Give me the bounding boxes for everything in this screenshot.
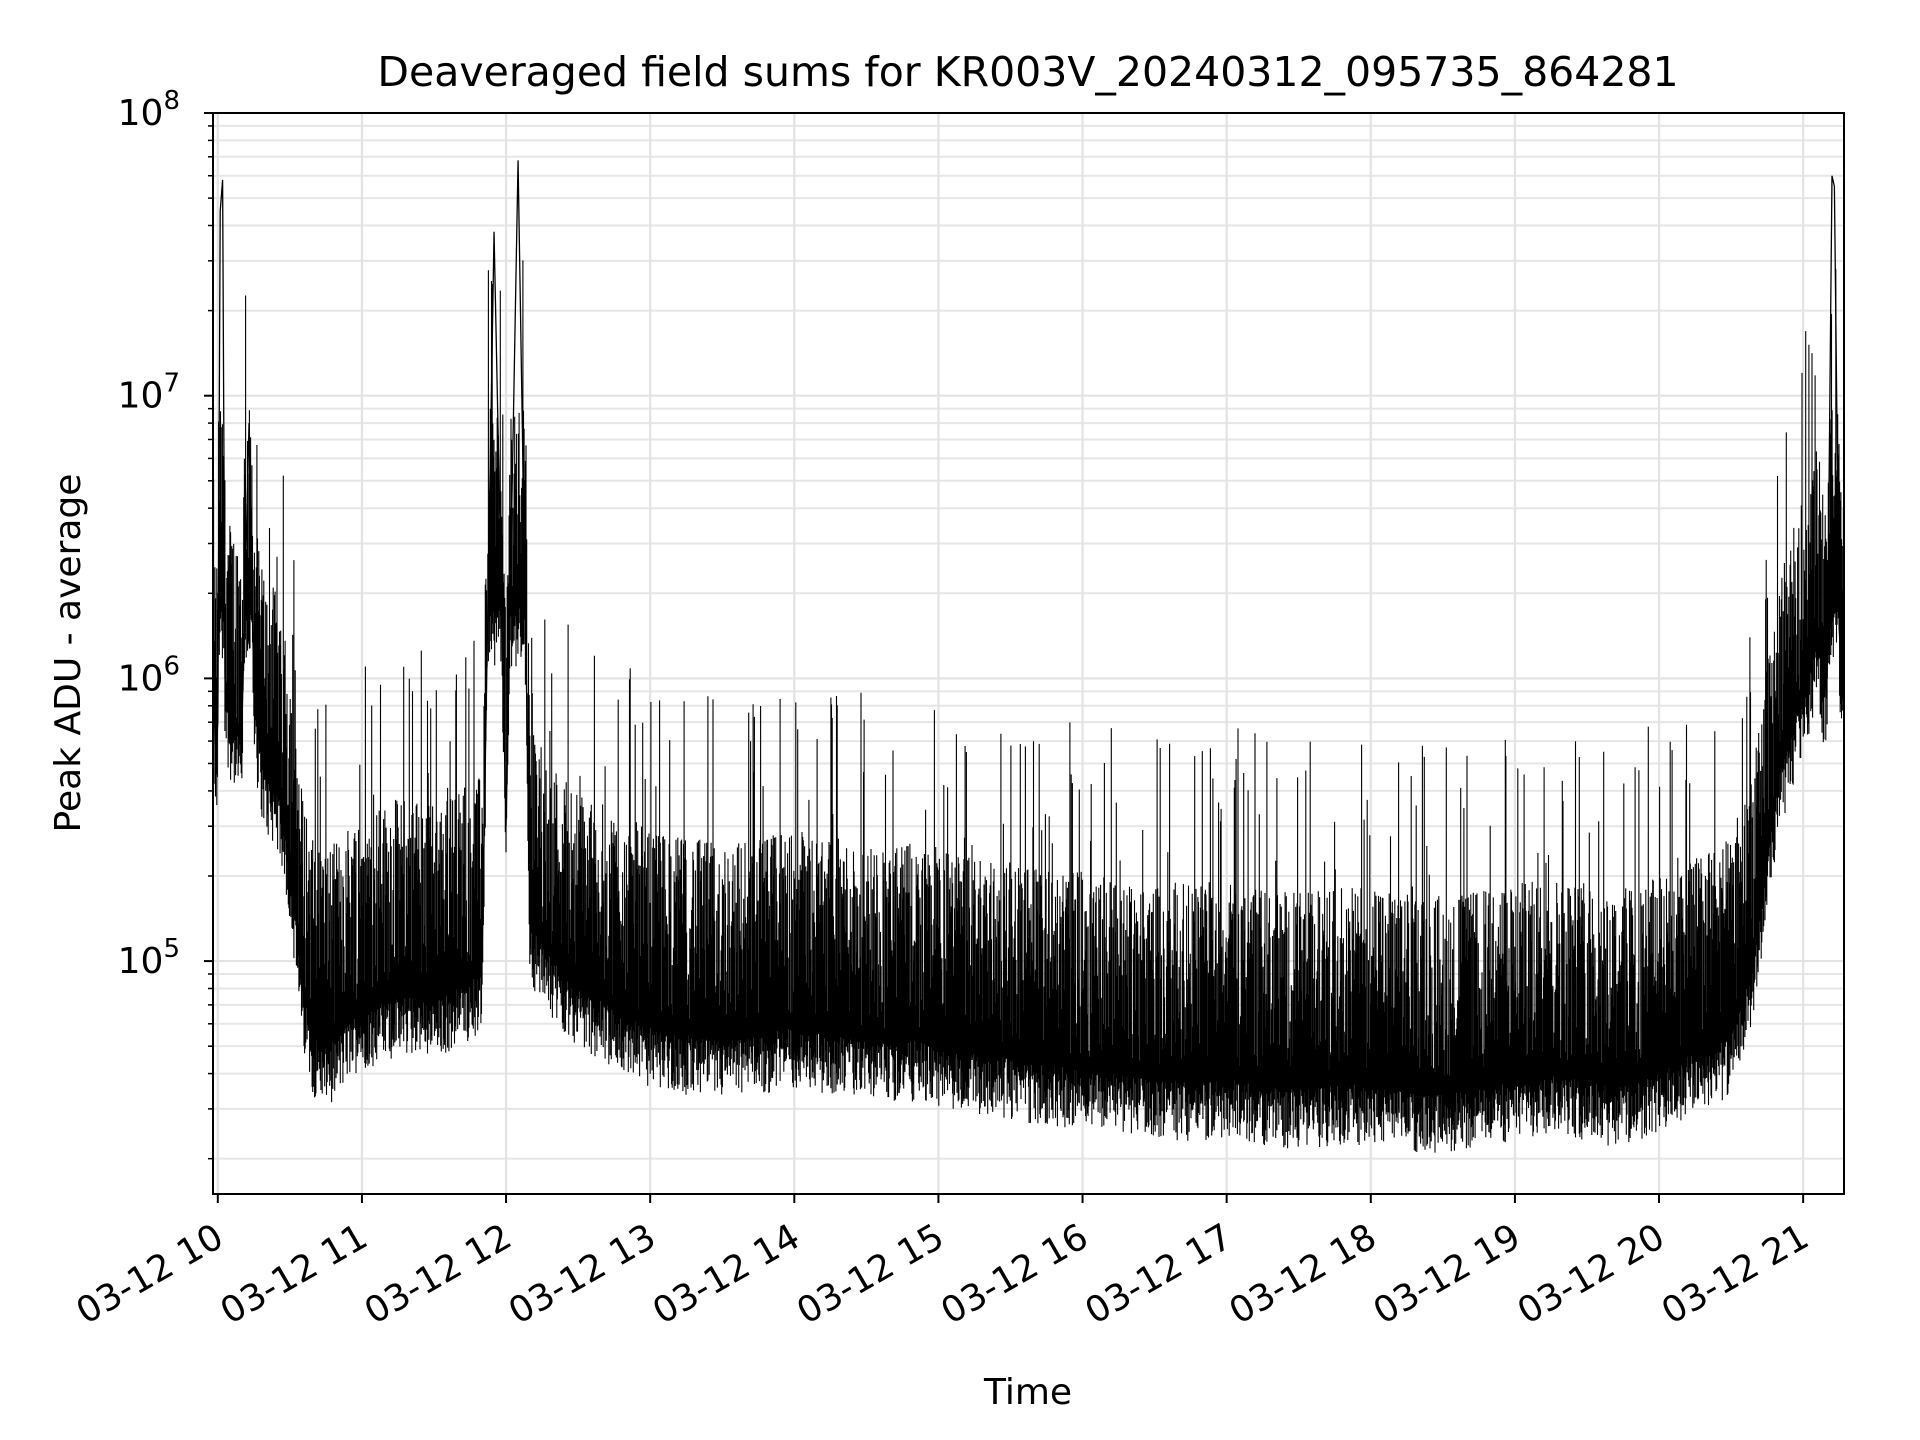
y-tick-label: 107	[118, 369, 180, 417]
y-tick-label: 105	[118, 934, 180, 982]
plot-frame	[212, 112, 1845, 1195]
y-tick-label: 108	[118, 86, 180, 134]
series-line	[212, 160, 1843, 1081]
y-axis-ticks: 105 106 107 108	[118, 86, 213, 1160]
y-tick-label: 106	[118, 651, 180, 699]
chart-title: Deaveraged field sums for KR003V_2024031…	[377, 48, 1678, 96]
y-axis-label: Peak ADU - average	[48, 474, 89, 833]
x-axis-label: Time	[983, 1372, 1072, 1413]
